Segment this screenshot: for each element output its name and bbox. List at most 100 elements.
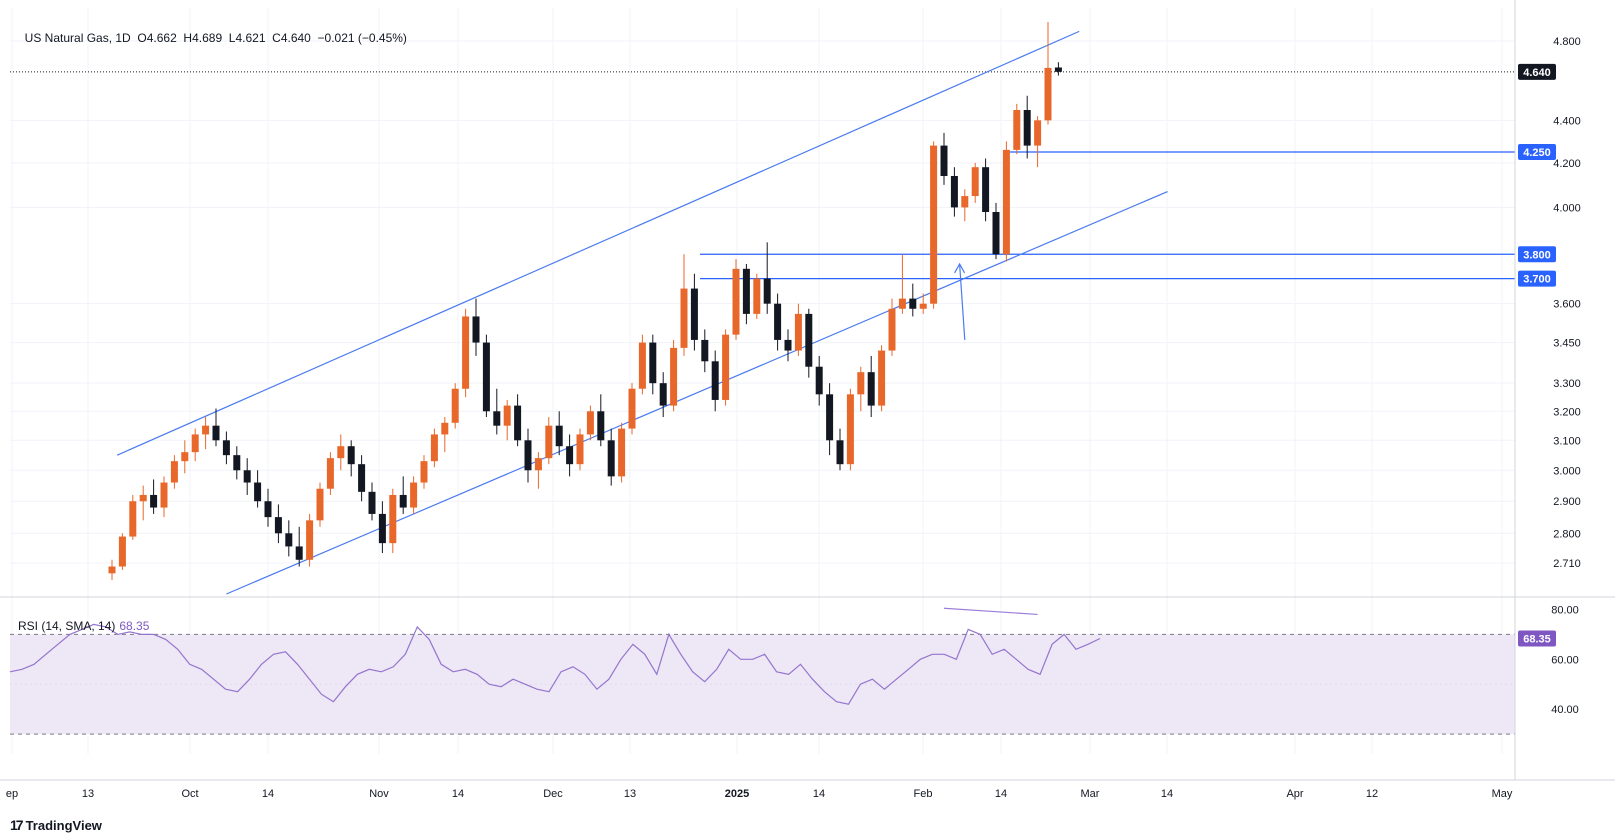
price-label-badge: [1518, 63, 1556, 80]
trendline-arrow: [959, 263, 966, 340]
candle-body: [430, 434, 438, 462]
y-tick-label: 3.300: [1553, 378, 1581, 390]
symbol-title: US Natural Gas, 1D: [24, 31, 131, 45]
candle-body: [493, 411, 501, 426]
rsi-legend: RSI (14, SMA, 14) 68.35: [18, 619, 149, 633]
horizontal-levels[interactable]: [10, 71, 1515, 280]
candle-body: [191, 434, 199, 453]
x-tick-label: Dec: [543, 788, 563, 800]
candle-body: [950, 175, 958, 208]
candle-body: [347, 446, 355, 465]
candle-body: [118, 536, 126, 567]
candle-body: [233, 455, 241, 471]
x-tick-label: 12: [1366, 788, 1378, 800]
candle-body: [202, 425, 210, 435]
candle-body: [337, 446, 345, 459]
candles: [108, 22, 1062, 581]
x-tick-label: Mar: [1081, 788, 1100, 800]
y-tick-label: 4.800: [1553, 36, 1581, 48]
candle-body: [129, 501, 137, 537]
candle-body: [846, 394, 854, 465]
time-axis: ep 13 Oct 14 Nov 14 Dec 13 2025 14 Feb 14 Mar 14 Apr 12…: [6, 788, 1513, 800]
candle-body: [867, 372, 875, 406]
x-tick-label: 14: [452, 788, 464, 800]
candle-body: [389, 494, 397, 544]
candle-body: [368, 491, 376, 514]
candle-body: [108, 566, 116, 574]
candle-body: [160, 482, 168, 508]
y-tick-label: 3.200: [1553, 406, 1581, 418]
candle-body: [306, 520, 314, 560]
x-tick-label: Oct: [181, 788, 198, 800]
rsi-label: RSI (14, SMA, 14): [18, 619, 116, 633]
candle-body: [659, 383, 667, 406]
candle-body: [378, 513, 386, 544]
trendline-rsi-divergence: [943, 607, 1038, 616]
candle-body: [451, 388, 459, 423]
candle-body: [254, 482, 262, 502]
candle-body: [170, 461, 178, 483]
trendlines[interactable]: [116, 30, 1168, 616]
candle-body: [1013, 110, 1021, 150]
rsi-tick-label: 40.00: [1551, 704, 1579, 716]
candle-body: [711, 361, 719, 400]
candle-body: [628, 388, 636, 429]
tradingview-wordmark: TradingView: [25, 817, 102, 833]
price-label-badge: [1518, 270, 1556, 287]
candle-body: [586, 411, 594, 435]
candle-body: [326, 458, 334, 489]
candle-body: [649, 342, 657, 384]
y-tick-label: 2.710: [1553, 558, 1581, 570]
x-tick-label: 13: [624, 788, 636, 800]
ohlc-values: O4.662 H4.689 L4.621 C4.640 −0.021 (−0.4…: [137, 31, 407, 45]
candle-body: [514, 405, 522, 441]
x-tick-label: 2025: [725, 788, 749, 800]
candle-body: [742, 268, 750, 314]
x-tick-label: Feb: [914, 788, 933, 800]
candle-body: [680, 288, 688, 348]
tradingview-logo[interactable]: 17 TradingView: [10, 817, 102, 833]
candle-body: [316, 488, 324, 521]
price-label-text: 3.700: [1523, 274, 1551, 286]
price-label-text: 4.640: [1523, 67, 1551, 79]
rsi-pane: [9, 623, 1515, 735]
arrow-head-icon: [954, 262, 966, 274]
candle-body: [794, 313, 802, 351]
rsi-line: [9, 623, 1101, 705]
candle-body: [243, 470, 251, 483]
candle-body: [618, 428, 626, 477]
x-tick-label: ep: [6, 788, 18, 800]
candle-body: [150, 494, 158, 508]
candle-body: [919, 303, 927, 309]
candle-body: [607, 440, 615, 477]
y-tick-label: 3.000: [1553, 465, 1581, 477]
x-tick-label: May: [1492, 788, 1513, 800]
candle-body: [898, 298, 906, 309]
candle-body: [1054, 67, 1062, 72]
candle-body: [690, 288, 698, 340]
price-label-badge: [1518, 246, 1556, 263]
candle-body: [732, 268, 740, 335]
price-label-badge: [1518, 144, 1556, 161]
candle-body: [1023, 110, 1031, 146]
candle-body: [295, 546, 303, 560]
rsi-tick-label: 80.00: [1551, 604, 1579, 616]
price-label-text: 3.800: [1523, 249, 1551, 261]
candle-body: [815, 366, 823, 395]
candle-body: [722, 334, 730, 400]
rsi-value: 68.35: [119, 619, 150, 633]
x-tick-label: Nov: [369, 788, 389, 800]
candle-body: [462, 316, 470, 389]
candle-body: [222, 440, 230, 456]
y-tick-label: 2.800: [1553, 528, 1581, 540]
x-tick-label: 14: [813, 788, 825, 800]
x-tick-label: 14: [995, 788, 1007, 800]
candle-body: [482, 342, 490, 412]
y-tick-label: 3.450: [1553, 338, 1581, 350]
candle-body: [763, 278, 771, 304]
candle-body: [358, 464, 366, 492]
candle-body: [181, 452, 189, 462]
candle-body: [274, 517, 282, 534]
rsi-value-badge: [1518, 630, 1556, 647]
